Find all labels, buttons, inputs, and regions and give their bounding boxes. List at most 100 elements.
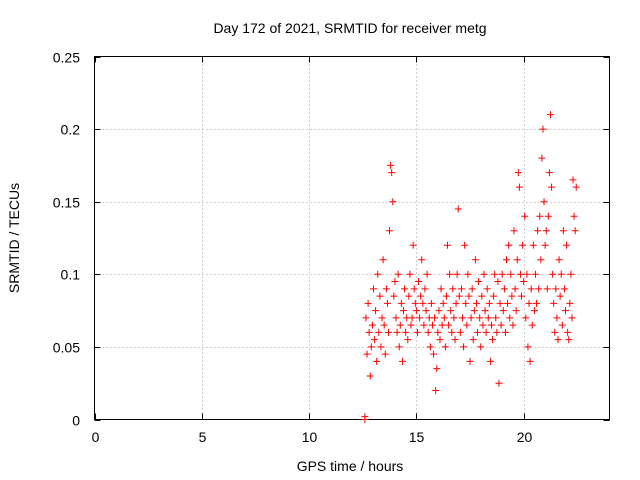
data-point xyxy=(508,292,516,300)
data-point xyxy=(408,314,416,322)
y-tick-label: 0.05 xyxy=(53,340,80,356)
data-point xyxy=(480,270,488,278)
data-point xyxy=(519,241,527,249)
data-point xyxy=(418,256,426,264)
data-point xyxy=(540,198,548,206)
data-point xyxy=(511,285,519,293)
data-point xyxy=(487,321,495,329)
data-point xyxy=(430,350,438,358)
data-point xyxy=(559,227,567,235)
data-point xyxy=(417,292,425,300)
data-point xyxy=(405,292,413,300)
data-point xyxy=(531,270,539,278)
data-point xyxy=(421,285,429,293)
data-point xyxy=(538,154,546,162)
data-point xyxy=(548,183,556,191)
data-point xyxy=(364,299,372,307)
data-point xyxy=(481,307,489,315)
data-point xyxy=(489,336,497,344)
data-point xyxy=(397,299,405,307)
x-axis-label: GPS time / hours xyxy=(297,458,404,474)
data-point xyxy=(382,285,390,293)
data-point xyxy=(495,379,503,387)
data-point xyxy=(520,278,528,286)
x-tick-label: 15 xyxy=(409,429,425,445)
data-point xyxy=(376,292,384,300)
data-point xyxy=(377,343,385,351)
data-point xyxy=(564,328,572,336)
data-point xyxy=(423,270,431,278)
y-tick-label: 0 xyxy=(72,413,80,429)
data-point xyxy=(372,307,380,315)
data-point xyxy=(543,285,551,293)
data-points xyxy=(361,111,580,423)
data-point xyxy=(527,285,535,293)
data-point xyxy=(396,321,404,329)
data-point xyxy=(392,314,400,322)
data-point xyxy=(449,285,457,293)
data-point xyxy=(462,299,470,307)
data-point xyxy=(419,299,427,307)
data-point xyxy=(432,386,440,394)
data-point xyxy=(435,307,443,315)
data-point xyxy=(470,307,478,315)
data-point xyxy=(427,299,435,307)
data-point xyxy=(440,314,448,322)
data-point xyxy=(482,328,490,336)
data-point xyxy=(393,328,401,336)
data-point xyxy=(471,256,479,264)
data-point xyxy=(390,292,398,300)
data-point xyxy=(496,299,504,307)
y-tick-label: 0.1 xyxy=(61,267,81,283)
data-point xyxy=(363,350,371,358)
data-point xyxy=(498,270,506,278)
data-point xyxy=(461,241,469,249)
data-point xyxy=(530,307,538,315)
y-axis-label: SRMTID / TECUs xyxy=(6,183,22,293)
data-point xyxy=(558,321,566,329)
data-point xyxy=(367,343,375,351)
data-point xyxy=(568,314,576,322)
y-tick-label: 0.15 xyxy=(53,195,80,211)
data-point xyxy=(557,270,565,278)
data-point xyxy=(477,343,485,351)
data-point xyxy=(426,343,434,351)
data-point xyxy=(391,278,399,286)
data-point xyxy=(565,336,573,344)
data-point xyxy=(545,169,553,177)
data-point xyxy=(361,413,369,421)
data-point xyxy=(381,350,389,358)
data-point xyxy=(521,212,529,220)
data-point xyxy=(368,321,376,329)
data-point xyxy=(497,321,505,329)
data-point xyxy=(409,241,417,249)
data-point xyxy=(546,111,554,119)
data-point xyxy=(476,314,484,322)
data-point xyxy=(536,212,544,220)
data-point xyxy=(380,321,388,329)
data-point xyxy=(528,321,536,329)
data-point xyxy=(452,299,460,307)
data-point xyxy=(516,270,524,278)
data-point xyxy=(475,278,483,286)
data-point xyxy=(437,285,445,293)
data-point xyxy=(411,299,419,307)
chart-title: Day 172 of 2021, SRMTID for receiver met… xyxy=(213,20,486,36)
axis-ticks: 0 0.05 0.1 0.15 0.2 0.25 0 5 10 15 20 xyxy=(53,50,610,445)
data-point xyxy=(383,299,391,307)
data-point xyxy=(484,314,492,322)
data-point xyxy=(387,161,395,169)
data-point xyxy=(490,292,498,300)
data-point xyxy=(420,321,428,329)
data-point xyxy=(491,270,499,278)
x-tick-label: 10 xyxy=(302,429,318,445)
data-point xyxy=(485,299,493,307)
data-point xyxy=(537,256,545,264)
data-point xyxy=(379,256,387,264)
plot-frame xyxy=(94,56,610,420)
data-point xyxy=(474,328,482,336)
data-point xyxy=(441,343,449,351)
data-point xyxy=(472,299,480,307)
data-point xyxy=(494,278,502,286)
data-point xyxy=(563,241,571,249)
